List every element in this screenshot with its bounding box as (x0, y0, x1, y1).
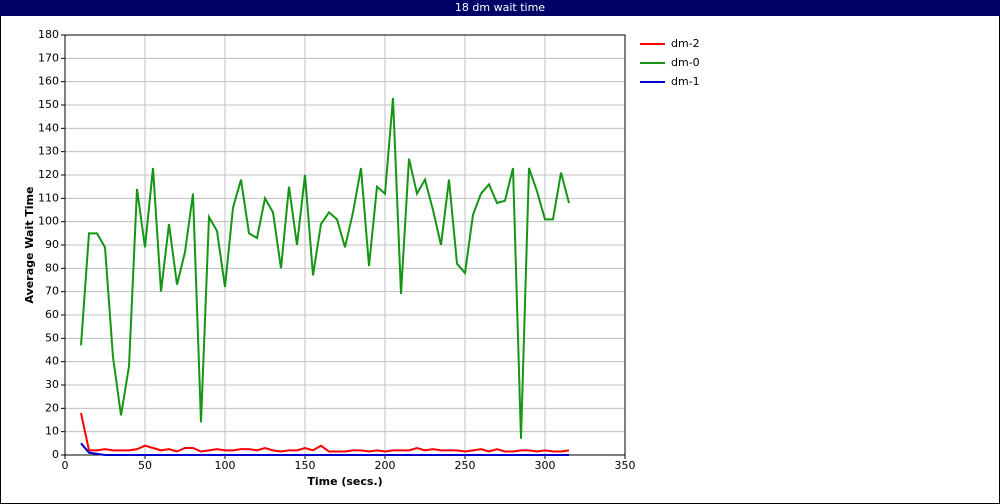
legend-label: dm-2 (671, 37, 700, 50)
y-tick-label: 40 (45, 355, 59, 368)
x-tick-label: 200 (375, 459, 396, 472)
x-tick-label: 250 (455, 459, 476, 472)
x-tick-label: 100 (215, 459, 236, 472)
chart-title: 18 dm wait time (455, 1, 545, 14)
y-tick-label: 130 (38, 145, 59, 158)
y-tick-label: 170 (38, 51, 59, 64)
y-tick-label: 140 (38, 121, 59, 134)
x-tick-label: 300 (535, 459, 556, 472)
y-tick-label: 60 (45, 308, 59, 321)
series-line (80, 97, 570, 439)
y-tick-label: 20 (45, 401, 59, 414)
y-tick-label: 100 (38, 215, 59, 228)
y-tick-label: 70 (45, 285, 59, 298)
y-tick-label: 180 (38, 28, 59, 41)
x-tick-label: 50 (138, 459, 152, 472)
y-tick-label: 150 (38, 98, 59, 111)
series-line (80, 442, 569, 456)
y-tick-label: 30 (45, 378, 59, 391)
x-tick-label: 0 (62, 459, 69, 472)
y-axis-label: Average Wait Time (23, 187, 36, 304)
y-tick-label: 50 (45, 331, 59, 344)
y-tick-label: 160 (38, 75, 59, 88)
y-tick-label: 10 (45, 425, 59, 438)
y-tick-label: 0 (52, 448, 59, 461)
legend-label: dm-1 (671, 75, 700, 88)
title-bar (0, 0, 1000, 16)
series-line (80, 412, 570, 453)
legend-label: dm-0 (671, 56, 700, 69)
y-tick-label: 90 (45, 238, 59, 251)
y-tick-label: 120 (38, 168, 59, 181)
x-tick-label: 350 (615, 459, 636, 472)
x-axis-label: Time (secs.) (307, 475, 382, 488)
y-tick-label: 110 (38, 191, 59, 204)
y-tick-label: 80 (45, 261, 59, 274)
x-tick-label: 150 (295, 459, 316, 472)
